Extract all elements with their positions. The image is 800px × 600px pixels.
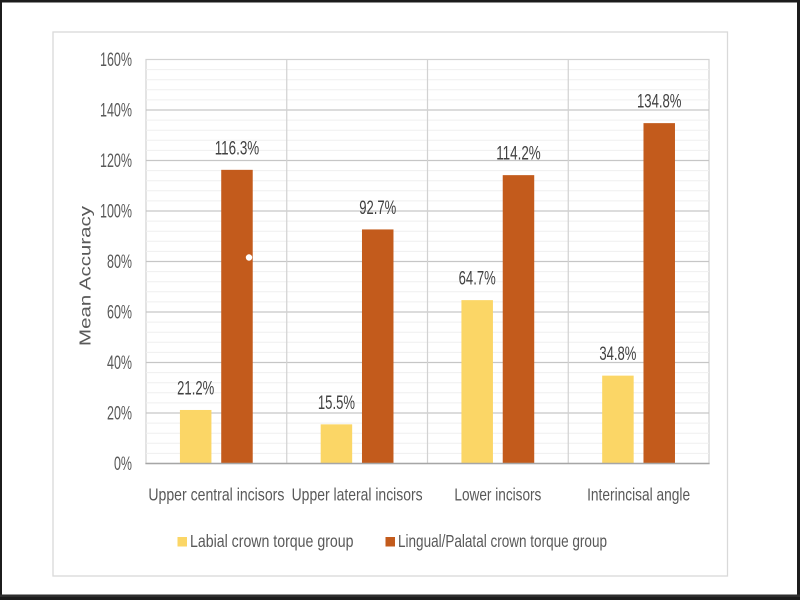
svg-text:40%: 40%	[107, 353, 132, 374]
svg-text:120%: 120%	[100, 151, 132, 172]
svg-text:0%: 0%	[114, 454, 132, 475]
svg-text:15.5%: 15.5%	[318, 393, 355, 414]
svg-text:60%: 60%	[107, 303, 132, 324]
svg-text:Lower incisors: Lower incisors	[454, 485, 541, 505]
svg-text:21.2%: 21.2%	[177, 378, 214, 399]
svg-text:Interincisal angle: Interincisal angle	[587, 485, 690, 505]
svg-text:80%: 80%	[107, 252, 132, 273]
svg-text:140%: 140%	[100, 101, 132, 122]
svg-text:160%: 160%	[100, 50, 132, 71]
svg-text:20%: 20%	[107, 404, 132, 425]
svg-text:116.3%: 116.3%	[215, 138, 260, 159]
svg-text:Upper central incisors: Upper central incisors	[148, 485, 284, 505]
svg-text:134.8%: 134.8%	[637, 92, 682, 113]
svg-text:34.8%: 34.8%	[599, 344, 636, 365]
svg-text:64.7%: 64.7%	[459, 269, 496, 290]
svg-text:Lingual/Palatal crown torque g: Lingual/Palatal crown torque group	[398, 531, 607, 551]
svg-text:Mean Accuracy: Mean Accuracy	[77, 205, 95, 346]
svg-text:Upper lateral incisors: Upper lateral incisors	[292, 485, 423, 505]
svg-text:92.7%: 92.7%	[359, 198, 396, 219]
svg-text:114.2%: 114.2%	[496, 144, 541, 165]
svg-text:Labial crown torque group: Labial crown torque group	[190, 531, 354, 551]
svg-text:100%: 100%	[100, 202, 132, 223]
